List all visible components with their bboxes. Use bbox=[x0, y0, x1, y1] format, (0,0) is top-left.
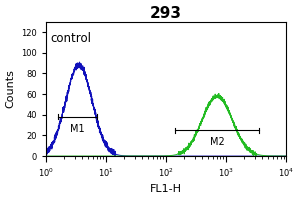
Y-axis label: Counts: Counts bbox=[6, 69, 16, 108]
Title: 293: 293 bbox=[150, 6, 182, 21]
Text: control: control bbox=[51, 32, 92, 45]
X-axis label: FL1-H: FL1-H bbox=[150, 184, 182, 194]
Text: M2: M2 bbox=[210, 137, 225, 147]
Text: M1: M1 bbox=[70, 124, 85, 134]
